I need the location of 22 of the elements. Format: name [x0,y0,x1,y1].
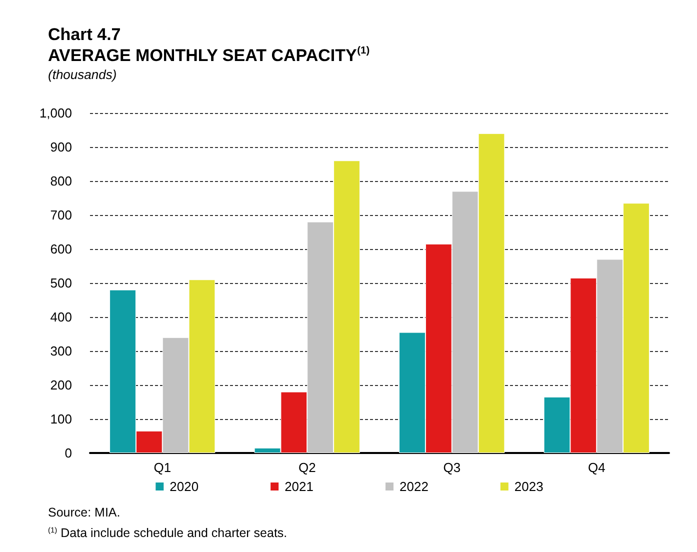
x-tick-label: Q4 [588,460,606,475]
x-tick-label: Q3 [443,460,461,475]
y-tick-label: 800 [50,174,72,188]
legend-label: 2020 [170,479,199,494]
y-tick-label: 700 [50,208,72,222]
x-tick-label: Q2 [298,460,316,475]
legend-label: 2023 [514,479,544,494]
y-tick-label: 500 [50,276,72,290]
y-tick-label: 900 [50,140,72,154]
y-tick-label: 300 [50,344,72,358]
y-tick-label: 1,000 [39,106,72,120]
y-tick-label: 400 [50,310,72,324]
legend-label: 2021 [284,479,314,494]
y-tick-label: 600 [50,242,72,256]
y-tick-label: 100 [50,412,72,426]
chart-title: Chart 4.7 [48,25,121,44]
y-tick-label: 200 [50,378,72,392]
y-axis-title: (thousands) [48,67,117,82]
legend-label: 2022 [400,479,428,494]
x-tick-label: Q1 [154,460,172,475]
source-note: Source: MIA. [48,506,120,520]
y-tick-label: 0 [64,446,72,460]
